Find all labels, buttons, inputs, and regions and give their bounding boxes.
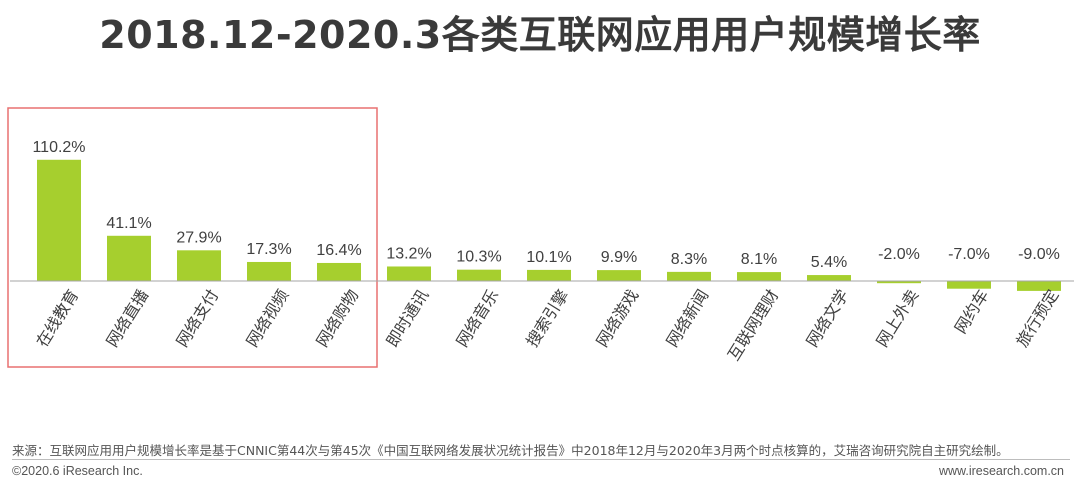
category-label-7: 搜索引擎	[522, 286, 572, 350]
category-label-6: 网络音乐	[452, 286, 502, 350]
copyright-text: ©2020.6 iResearch Inc.	[12, 464, 143, 478]
bar-7	[527, 269, 571, 281]
category-label-13: 网约车	[951, 286, 993, 337]
bar-3	[247, 261, 291, 281]
category-label-9: 网络新闻	[662, 286, 712, 350]
category-label-3: 网络视频	[242, 286, 292, 350]
website-text: www.iresearch.com.cn	[938, 464, 1064, 478]
data-label-1: 41.1%	[106, 215, 151, 232]
data-label-14: -9.0%	[1018, 246, 1060, 263]
category-label-2: 网络支付	[172, 286, 222, 350]
category-label-5: 即时通讯	[382, 286, 432, 350]
category-label-11: 网络文学	[802, 286, 852, 350]
bar-13	[947, 281, 991, 289]
highlight-box	[7, 107, 378, 368]
footer-divider	[12, 459, 1070, 460]
data-label-2: 27.9%	[176, 229, 221, 246]
data-label-4: 16.4%	[316, 242, 361, 259]
category-label-1: 网络直播	[102, 286, 152, 350]
category-label-10: 互联网理财	[724, 286, 783, 364]
bar-12	[877, 281, 921, 284]
bar-0	[37, 159, 81, 281]
category-label-12: 网上外卖	[872, 286, 922, 350]
data-label-8: 9.9%	[601, 249, 637, 266]
bar-4	[317, 262, 361, 281]
bar-1	[107, 235, 151, 281]
source-note: 来源：互联网应用用户规模增长率是基于CNNIC第44次与第45次《中国互联网络发…	[12, 443, 1009, 458]
bar-14	[1017, 281, 1061, 291]
category-label-4: 网络购物	[312, 286, 362, 350]
data-label-13: -7.0%	[948, 246, 990, 263]
chart-title: 2018.12-2020.3各类互联网应用用户规模增长率	[99, 13, 981, 57]
data-label-3: 17.3%	[246, 241, 291, 258]
bar-9	[667, 271, 711, 281]
data-label-12: -2.0%	[878, 246, 920, 263]
bar-10	[737, 272, 781, 281]
bar-11	[807, 275, 851, 281]
data-label-7: 10.1%	[526, 249, 571, 266]
bar-5	[387, 266, 431, 281]
data-label-9: 8.3%	[671, 251, 707, 268]
bar-8	[597, 270, 641, 281]
bar-2	[177, 250, 221, 281]
bar-6	[457, 269, 501, 281]
bar-chart: 110.2% 41.1% 27.9% 17.3% 16.4% 13.2% 10.3% 10.1…	[7, 107, 1074, 368]
data-label-6: 10.3%	[456, 249, 501, 266]
data-label-11: 5.4%	[811, 254, 847, 271]
data-label-10: 8.1%	[741, 251, 777, 268]
data-label-0: 110.2%	[32, 139, 85, 156]
category-label-0: 在线教育	[32, 286, 82, 350]
category-label-8: 网络游戏	[592, 286, 642, 350]
data-label-5: 13.2%	[386, 245, 431, 262]
category-label-14: 旅行预定	[1012, 286, 1062, 350]
